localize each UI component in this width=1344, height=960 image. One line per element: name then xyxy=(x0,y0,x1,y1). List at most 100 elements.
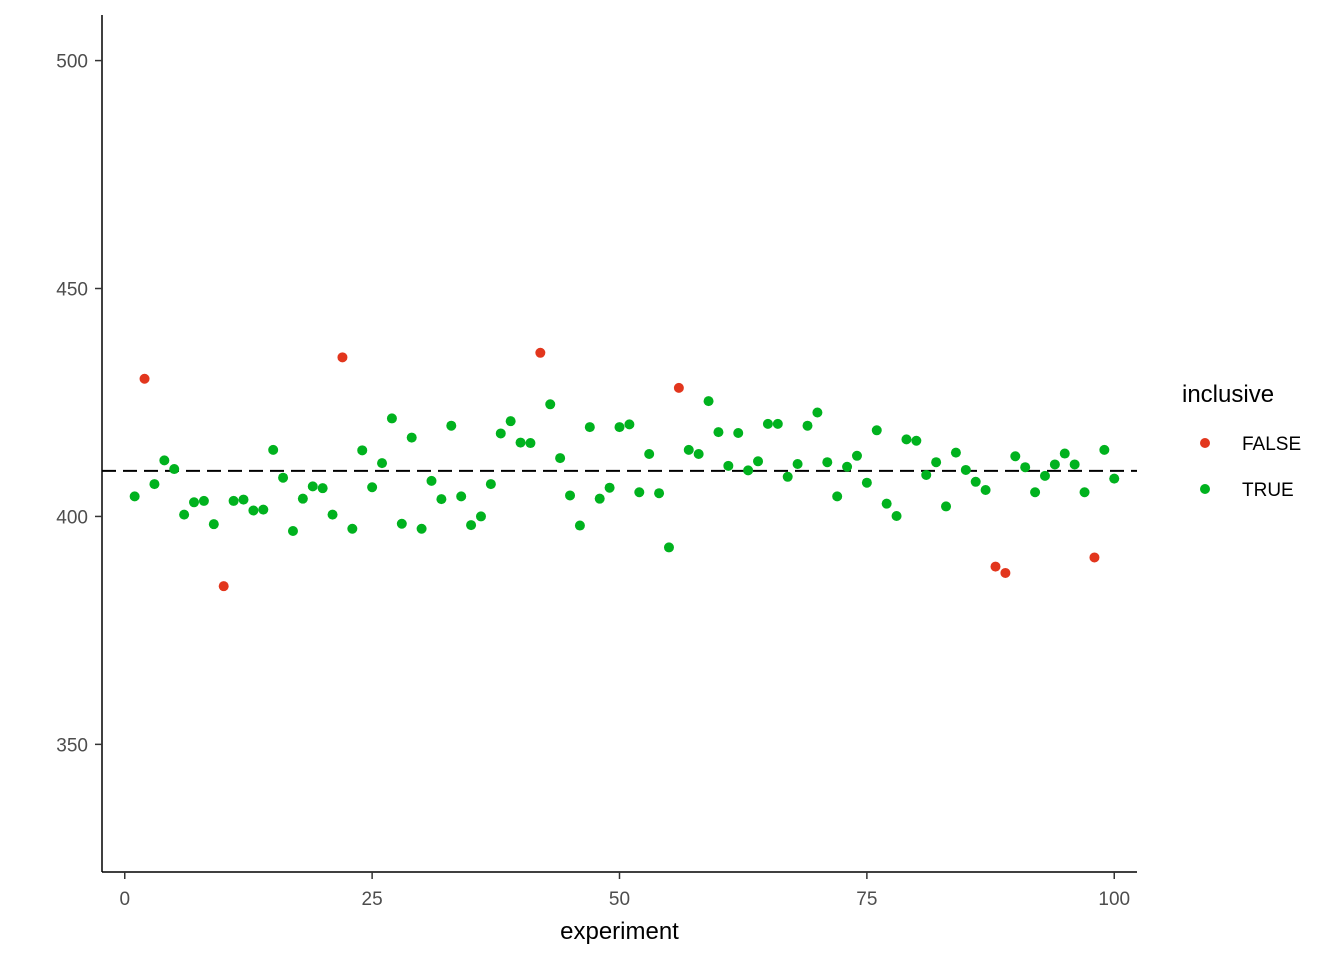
data-point-true xyxy=(1099,444,1110,455)
data-point-true xyxy=(792,459,803,470)
data-point-true xyxy=(367,482,378,493)
data-point-true xyxy=(950,447,961,458)
data-point-true xyxy=(169,464,180,475)
data-point-true xyxy=(228,495,239,506)
data-point-true xyxy=(436,494,447,505)
data-point-true xyxy=(960,464,971,475)
data-point-true xyxy=(475,511,486,522)
data-point-true xyxy=(129,491,140,502)
data-point-true xyxy=(179,509,190,520)
data-point-true xyxy=(871,425,882,436)
data-point-false xyxy=(337,352,348,363)
plot-area: 0 25 50 75 100 350 400 450 500 xyxy=(56,15,1137,910)
data-point-true xyxy=(377,458,388,469)
data-point-true xyxy=(159,455,170,466)
data-point-true xyxy=(466,520,477,531)
data-point-true xyxy=(723,460,734,471)
y-tick-label: 500 xyxy=(56,52,88,73)
data-point-true xyxy=(782,471,793,482)
data-point-true xyxy=(901,434,912,445)
legend-label: TRUE xyxy=(1242,480,1294,501)
data-point-true xyxy=(485,479,496,490)
data-point-true xyxy=(891,510,902,521)
data-point-true xyxy=(357,445,368,456)
data-point-true xyxy=(970,476,981,487)
legend-title: inclusive xyxy=(1182,381,1274,408)
data-point-true xyxy=(1059,448,1070,459)
data-point-true xyxy=(881,498,892,509)
data-point-true xyxy=(1079,487,1090,498)
data-point-true xyxy=(426,475,437,486)
data-point-true xyxy=(505,416,516,427)
legend-key xyxy=(1200,484,1210,494)
legend: inclusive FALSE TRUE xyxy=(1182,381,1301,501)
data-point-true xyxy=(743,465,754,476)
data-point-false xyxy=(990,561,1001,572)
data-point-true xyxy=(584,422,595,433)
x-tick-label: 50 xyxy=(609,889,630,910)
data-points xyxy=(129,347,1120,592)
x-tick-label: 0 xyxy=(119,889,130,910)
data-point-true xyxy=(762,418,773,429)
data-point-true xyxy=(565,490,576,501)
data-point-true xyxy=(198,495,209,506)
y-tick-label: 450 xyxy=(56,280,88,301)
data-point-true xyxy=(812,407,823,418)
y-tick-label: 350 xyxy=(56,735,88,756)
data-point-true xyxy=(456,491,467,502)
data-point-true xyxy=(208,519,219,530)
data-point-false xyxy=(1000,567,1011,578)
data-point-true xyxy=(851,450,862,461)
data-point-true xyxy=(921,469,932,480)
y-tick-label: 400 xyxy=(56,507,88,528)
data-point-true xyxy=(317,483,328,494)
data-point-true xyxy=(1049,459,1060,470)
data-point-true xyxy=(297,493,308,504)
data-point-true xyxy=(604,482,615,493)
data-point-true xyxy=(446,420,457,431)
data-point-true xyxy=(941,501,952,512)
data-point-false xyxy=(1089,552,1100,563)
data-point-true xyxy=(980,484,991,495)
data-point-false xyxy=(535,347,546,358)
legend-label: FALSE xyxy=(1242,434,1301,455)
data-point-true xyxy=(931,457,942,468)
data-point-true xyxy=(238,494,249,505)
data-point-true xyxy=(574,520,585,531)
data-point-true xyxy=(555,453,566,464)
data-point-true xyxy=(842,461,853,472)
legend-key xyxy=(1200,438,1210,448)
data-point-true xyxy=(733,428,744,439)
data-point-true xyxy=(287,526,298,537)
data-point-false xyxy=(139,373,150,384)
data-point-true xyxy=(624,419,635,430)
data-point-true xyxy=(802,420,813,431)
data-point-true xyxy=(713,427,724,438)
x-tick-label: 25 xyxy=(362,889,383,910)
data-point-true xyxy=(703,396,714,407)
data-point-true xyxy=(1109,473,1120,484)
data-point-true xyxy=(327,509,338,520)
data-point-true xyxy=(1069,459,1080,470)
data-point-true xyxy=(189,497,200,508)
data-point-true xyxy=(525,438,536,449)
data-point-true xyxy=(307,481,318,492)
data-point-true xyxy=(278,472,289,483)
y-axis-ticks: 350 400 450 500 xyxy=(56,52,102,756)
x-axis-title: experiment xyxy=(560,918,679,945)
data-point-true xyxy=(515,437,526,448)
data-point-true xyxy=(1039,470,1050,481)
legend-entries: FALSE TRUE xyxy=(1200,434,1301,501)
data-point-true xyxy=(822,457,833,468)
data-point-true xyxy=(614,422,625,433)
data-point-true xyxy=(634,487,645,498)
data-point-true xyxy=(495,428,506,439)
data-point-true xyxy=(663,542,674,553)
data-point-true xyxy=(644,448,655,459)
data-point-true xyxy=(416,523,427,534)
data-point-true xyxy=(268,444,279,455)
data-point-true xyxy=(861,477,872,488)
data-point-true xyxy=(406,432,417,443)
data-point-true xyxy=(248,505,259,516)
